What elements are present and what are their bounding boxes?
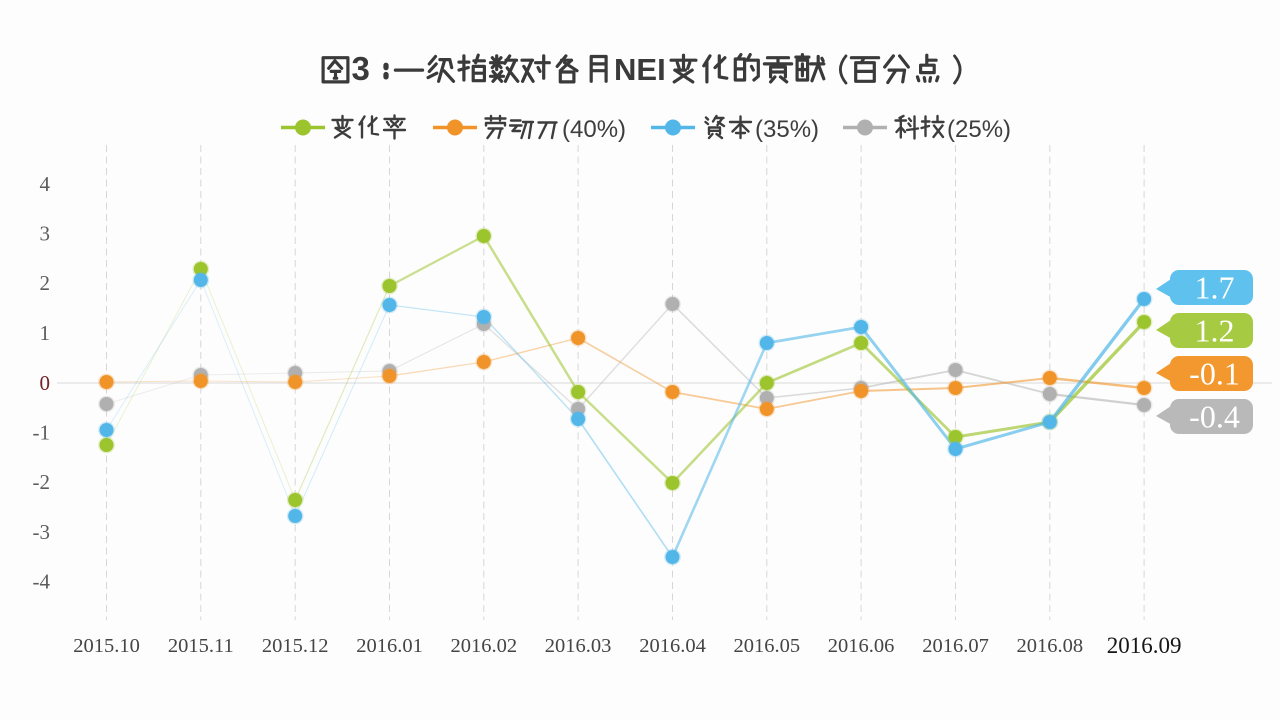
svg-text:2015.12: 2015.12 bbox=[262, 635, 329, 657]
svg-text:1.7: 1.7 bbox=[1195, 270, 1235, 306]
svg-text:NEI: NEI bbox=[614, 52, 666, 87]
svg-text:2016.05: 2016.05 bbox=[733, 635, 800, 657]
svg-text:-1: -1 bbox=[33, 421, 51, 445]
svg-text:2016.06: 2016.06 bbox=[828, 635, 895, 657]
svg-text:2016.02: 2016.02 bbox=[450, 635, 517, 657]
svg-text:(25%): (25%) bbox=[947, 116, 1011, 143]
svg-text:-2: -2 bbox=[33, 470, 51, 494]
svg-text:(35%): (35%) bbox=[755, 116, 819, 143]
svg-text:-0.1: -0.1 bbox=[1189, 356, 1240, 392]
svg-text:2016.09: 2016.09 bbox=[1107, 633, 1182, 658]
svg-text:-0.4: -0.4 bbox=[1189, 399, 1240, 435]
svg-text:(40%): (40%) bbox=[562, 116, 626, 143]
svg-text:2: 2 bbox=[40, 271, 51, 295]
svg-text:-3: -3 bbox=[33, 520, 51, 544]
svg-text:0: 0 bbox=[40, 371, 51, 395]
svg-text:3: 3 bbox=[40, 222, 51, 246]
svg-text:3: 3 bbox=[352, 50, 370, 87]
svg-text:4: 4 bbox=[40, 172, 51, 196]
svg-text:2016.08: 2016.08 bbox=[1016, 635, 1083, 657]
svg-text:1.2: 1.2 bbox=[1195, 313, 1235, 349]
svg-text:2015.11: 2015.11 bbox=[168, 635, 234, 657]
svg-text:2016.01: 2016.01 bbox=[356, 635, 423, 657]
svg-text:2016.03: 2016.03 bbox=[545, 635, 612, 657]
svg-text:2016.04: 2016.04 bbox=[639, 635, 706, 657]
svg-text:1: 1 bbox=[40, 321, 51, 345]
svg-text:2016.07: 2016.07 bbox=[922, 635, 989, 657]
svg-text:-4: -4 bbox=[33, 570, 51, 594]
svg-text:2015.10: 2015.10 bbox=[73, 635, 140, 657]
